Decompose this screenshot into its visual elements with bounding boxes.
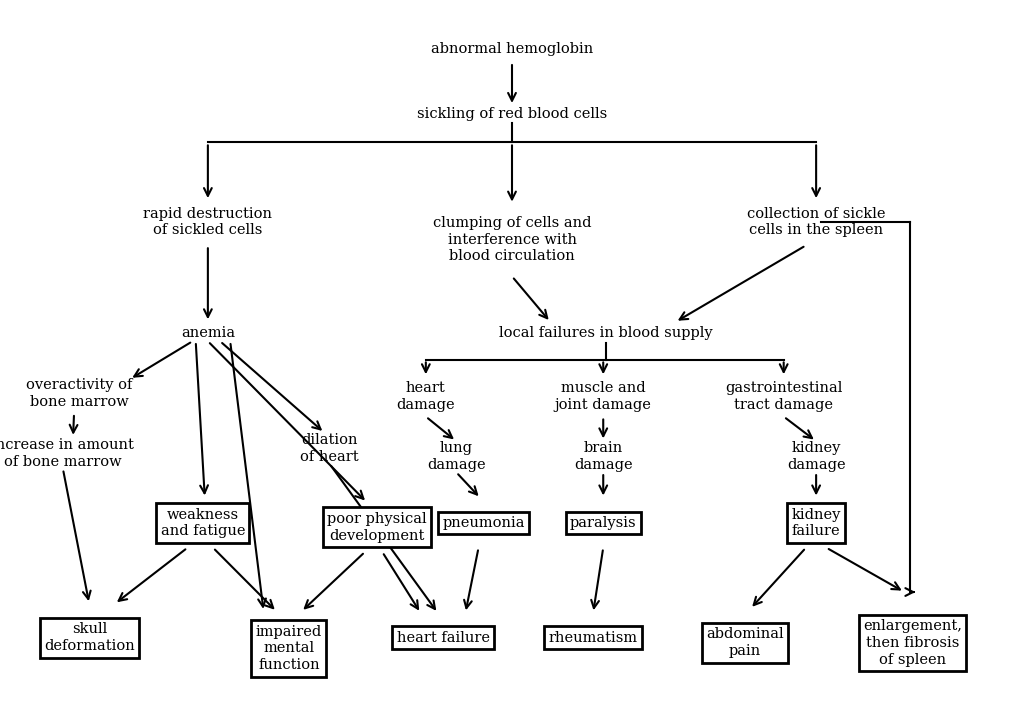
Text: local failures in blood supply: local failures in blood supply <box>500 326 713 339</box>
Text: collection of sickle
cells in the spleen: collection of sickle cells in the spleen <box>746 207 886 237</box>
Text: impaired
mental
function: impaired mental function <box>256 625 323 672</box>
Text: lung
damage: lung damage <box>427 441 485 472</box>
Text: poor physical
development: poor physical development <box>328 512 427 543</box>
Text: abdominal
pain: abdominal pain <box>707 628 784 658</box>
Text: enlargement,
then fibrosis
of spleen: enlargement, then fibrosis of spleen <box>863 619 962 667</box>
Text: heart
damage: heart damage <box>396 382 455 412</box>
Text: weakness
and fatigue: weakness and fatigue <box>161 508 245 539</box>
Text: skull
deformation: skull deformation <box>44 623 134 653</box>
Text: heart failure: heart failure <box>396 631 489 645</box>
Text: kidney
failure: kidney failure <box>792 508 841 539</box>
Text: clumping of cells and
interference with
blood circulation: clumping of cells and interference with … <box>433 216 591 263</box>
Text: anemia: anemia <box>181 326 234 339</box>
Text: overactivity of
bone marrow: overactivity of bone marrow <box>26 378 132 408</box>
Text: rheumatism: rheumatism <box>549 631 638 645</box>
Text: rapid destruction
of sickled cells: rapid destruction of sickled cells <box>143 207 272 237</box>
Text: muscle and
joint damage: muscle and joint damage <box>555 382 651 412</box>
Text: gastrointestinal
tract damage: gastrointestinal tract damage <box>725 382 843 412</box>
Text: brain
damage: brain damage <box>573 441 633 472</box>
Text: increase in amount
of bone marrow: increase in amount of bone marrow <box>0 438 134 469</box>
Text: sickling of red blood cells: sickling of red blood cells <box>417 107 607 122</box>
Text: abnormal hemoglobin: abnormal hemoglobin <box>431 42 593 57</box>
Text: pneumonia: pneumonia <box>442 516 525 530</box>
Text: paralysis: paralysis <box>570 516 637 530</box>
Text: kidney
damage: kidney damage <box>786 441 846 472</box>
Text: dilation
of heart: dilation of heart <box>300 433 358 464</box>
